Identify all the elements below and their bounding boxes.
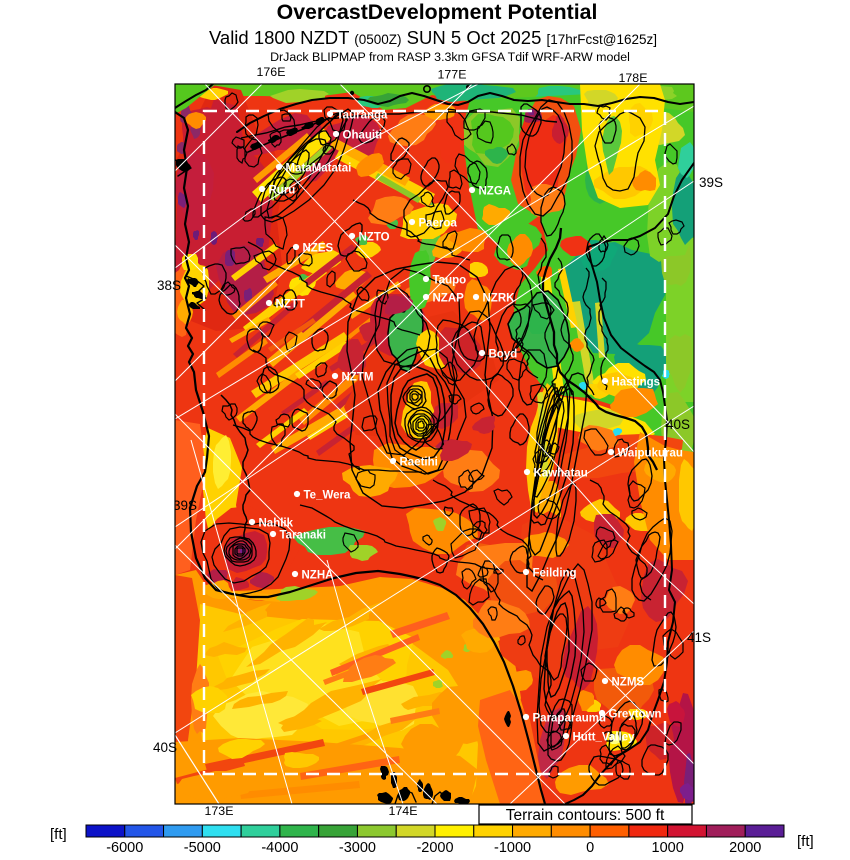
svg-text:Feilding: Feilding bbox=[533, 568, 577, 580]
svg-text:Kawhatau: Kawhatau bbox=[534, 468, 588, 480]
svg-text:Ruru: Ruru bbox=[269, 185, 296, 197]
svg-text:NZHA: NZHA bbox=[302, 570, 334, 582]
svg-text:Hastings: Hastings bbox=[612, 377, 661, 389]
svg-text:177E: 177E bbox=[438, 68, 467, 82]
svg-text:40S: 40S bbox=[153, 740, 177, 755]
svg-text:39S: 39S bbox=[173, 498, 197, 513]
svg-text:-1000: -1000 bbox=[494, 840, 531, 856]
svg-text:Terrain contours: 500 ft: Terrain contours: 500 ft bbox=[506, 807, 665, 824]
svg-text:NZRK: NZRK bbox=[483, 293, 516, 305]
svg-text:NZAP: NZAP bbox=[433, 293, 465, 305]
svg-text:Valid 1800 NZDT (0500Z) SUN 5: Valid 1800 NZDT (0500Z) SUN 5 Oct 2025 [… bbox=[209, 27, 657, 48]
svg-text:1000: 1000 bbox=[652, 840, 684, 856]
svg-text:-6000: -6000 bbox=[106, 840, 143, 856]
svg-text:178E: 178E bbox=[619, 71, 648, 85]
svg-text:Paraparaumu: Paraparaumu bbox=[533, 713, 607, 725]
svg-text:173E: 173E bbox=[205, 804, 234, 818]
svg-text:174E: 174E bbox=[389, 804, 418, 818]
svg-text:[ft]: [ft] bbox=[50, 826, 67, 843]
svg-text:Paeroa: Paeroa bbox=[419, 218, 458, 230]
svg-text:Te_Wera: Te_Wera bbox=[304, 490, 351, 502]
svg-text:NZGA: NZGA bbox=[479, 186, 512, 198]
svg-text:Raetihi: Raetihi bbox=[400, 457, 438, 469]
svg-text:Waipukurau: Waipukurau bbox=[618, 448, 683, 460]
svg-text:40S: 40S bbox=[666, 417, 690, 432]
svg-text:0: 0 bbox=[586, 840, 594, 856]
svg-text:-2000: -2000 bbox=[416, 840, 453, 856]
svg-text:MataMatatai: MataMatatai bbox=[286, 163, 352, 175]
svg-text:Taupo: Taupo bbox=[433, 275, 467, 287]
svg-text:38S: 38S bbox=[157, 278, 181, 293]
svg-text:41S: 41S bbox=[687, 630, 711, 645]
svg-text:176E: 176E bbox=[257, 65, 286, 79]
svg-text:-5000: -5000 bbox=[184, 840, 221, 856]
svg-text:Ohauiti: Ohauiti bbox=[343, 130, 383, 142]
svg-text:Hutt_Valley: Hutt_Valley bbox=[573, 732, 636, 744]
svg-text:Boyd: Boyd bbox=[489, 349, 518, 361]
svg-text:Nahlik: Nahlik bbox=[259, 518, 294, 530]
svg-text:Greytown: Greytown bbox=[609, 709, 662, 721]
svg-text:NZES: NZES bbox=[303, 243, 334, 255]
svg-text:NZTT: NZTT bbox=[276, 299, 305, 311]
svg-text:NZTO: NZTO bbox=[359, 232, 390, 244]
svg-text:2000: 2000 bbox=[729, 840, 761, 856]
svg-text:Taranaki: Taranaki bbox=[280, 530, 326, 542]
svg-text:-3000: -3000 bbox=[339, 840, 376, 856]
svg-text:[ft]: [ft] bbox=[797, 833, 814, 850]
svg-text:-4000: -4000 bbox=[261, 840, 298, 856]
svg-text:OvercastDevelopment Potential: OvercastDevelopment Potential bbox=[277, 0, 598, 24]
svg-text:Tauranga: Tauranga bbox=[337, 110, 389, 122]
svg-text:DrJack BLIPMAP from RASP 3.3km: DrJack BLIPMAP from RASP 3.3km GFSA Tdif… bbox=[270, 50, 630, 64]
svg-text:39S: 39S bbox=[699, 175, 723, 190]
svg-text:NZTM: NZTM bbox=[342, 372, 374, 384]
svg-text:NZMS: NZMS bbox=[612, 677, 645, 689]
